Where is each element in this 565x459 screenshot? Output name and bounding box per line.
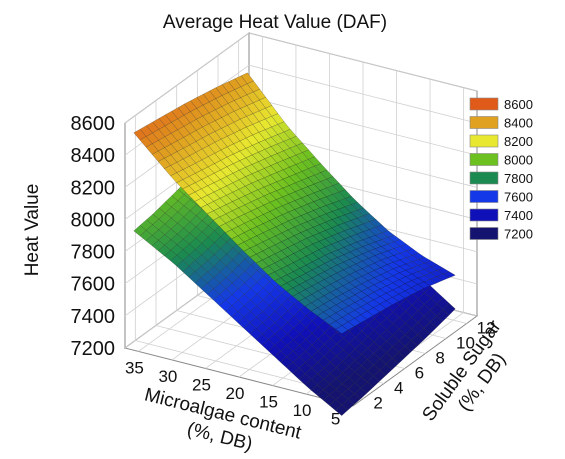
legend-label: 7600 [504,190,533,205]
z-tick-label: 7600 [71,274,116,296]
z-tick-label: 8000 [71,209,116,231]
legend: 8600 8400 8200 8000 7800 7600 7400 7200 [469,97,533,242]
z-tick-label: 7400 [71,306,116,328]
x-tick-label: 20 [226,384,245,403]
y-tick-label: 6 [415,364,424,383]
x-tick-label: 5 [331,410,340,429]
legend-swatch [469,190,499,203]
y-tick-label: 10 [456,334,475,353]
x-tick-label: 25 [192,375,211,394]
legend-swatch [469,171,499,185]
legend-label: 8000 [504,153,533,168]
legend-label: 8400 [504,116,533,131]
legend-swatch [469,208,499,222]
x-axis-label: Microalgae content (%, DB) [137,384,309,459]
surfaces [133,72,456,416]
z-axis-label: Heat Value [22,184,43,277]
y-tick-label: 12 [477,319,496,338]
legend-swatch [469,116,499,129]
z-tick-label: 7200 [71,338,116,360]
x-tick-label: 10 [293,401,312,420]
x-tick-label: 15 [259,393,278,412]
legend-swatch [469,227,499,240]
legend-label: 8600 [504,97,533,112]
z-tick-label: 8600 [71,113,116,135]
legend-swatch [469,134,499,148]
y-tick-label: 4 [394,379,403,398]
legend-label: 8200 [504,134,533,149]
legend-label: 7200 [504,227,533,242]
legend-label: 7400 [504,208,533,223]
z-tick-label: 7800 [71,242,116,264]
chart-title: Average Heat Value (DAF) [163,12,387,33]
z-tick-label: 8400 [71,145,116,167]
y-tick-label: 2 [373,394,382,413]
x-tick-label: 30 [158,367,177,386]
legend-swatch [469,153,499,166]
surface-cell [335,325,349,334]
y-tick-label: 8 [435,349,444,368]
surface-cell [335,404,349,416]
x-tick-label: 35 [125,358,144,377]
gridline-left-z [124,32,250,124]
legend-swatch [469,97,499,111]
surface-high-sugar [133,72,456,334]
legend-label: 7800 [504,171,533,186]
z-tick-label: 8200 [71,177,116,199]
